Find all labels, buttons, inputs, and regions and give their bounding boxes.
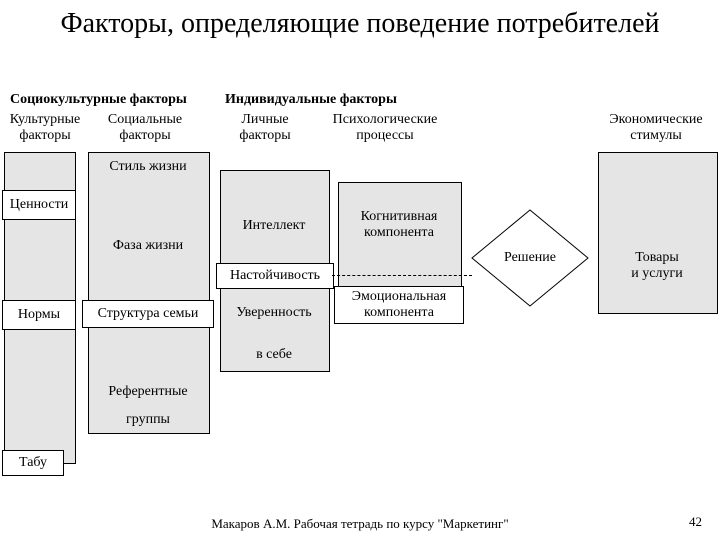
box-values: Ценности (2, 190, 76, 220)
box-emotional: Эмоциональнаякомпонента (334, 286, 464, 324)
box-lifestyle: Стиль жизни (92, 156, 204, 178)
head-social: Социальныефакторы (95, 112, 195, 144)
box-lifephase: Фаза жизни (92, 235, 204, 257)
box-persistence: Настойчивость (216, 263, 334, 289)
head-personal: Личныефакторы (220, 112, 310, 144)
diamond-decision-label: Решение (470, 250, 590, 266)
head-psychological: Психологическиепроцессы (320, 112, 450, 144)
head-economic: Экономическиестимулы (592, 112, 720, 144)
box-cognitive: Когнитивнаякомпонента (342, 208, 456, 242)
page-title: Факторы, определяющие поведение потребит… (0, 8, 720, 40)
box-confidence: Уверенность (224, 302, 324, 324)
col-econ-bg (598, 152, 718, 314)
box-self: в себе (224, 344, 324, 366)
box-goods: Товарыи услуги (602, 248, 712, 284)
box-intellect: Интеллект (224, 215, 324, 237)
footer-caption: Макаров А.М. Рабочая тетрадь по курсу "М… (0, 516, 720, 532)
label-individual: Индивидуальные факторы (225, 92, 397, 108)
head-cultural: Культурныефакторы (0, 112, 90, 144)
page-number: 42 (689, 514, 702, 530)
label-sociocultural: Социокультурные факторы (10, 92, 187, 108)
box-family: Структура семьи (82, 300, 214, 328)
box-groups: группы (92, 410, 204, 430)
box-norms: Нормы (2, 300, 76, 330)
box-reference: Референтные (92, 382, 204, 402)
diamond-decision: Решение (470, 208, 590, 308)
connector-dash (332, 275, 472, 276)
box-taboo: Табу (2, 450, 64, 476)
